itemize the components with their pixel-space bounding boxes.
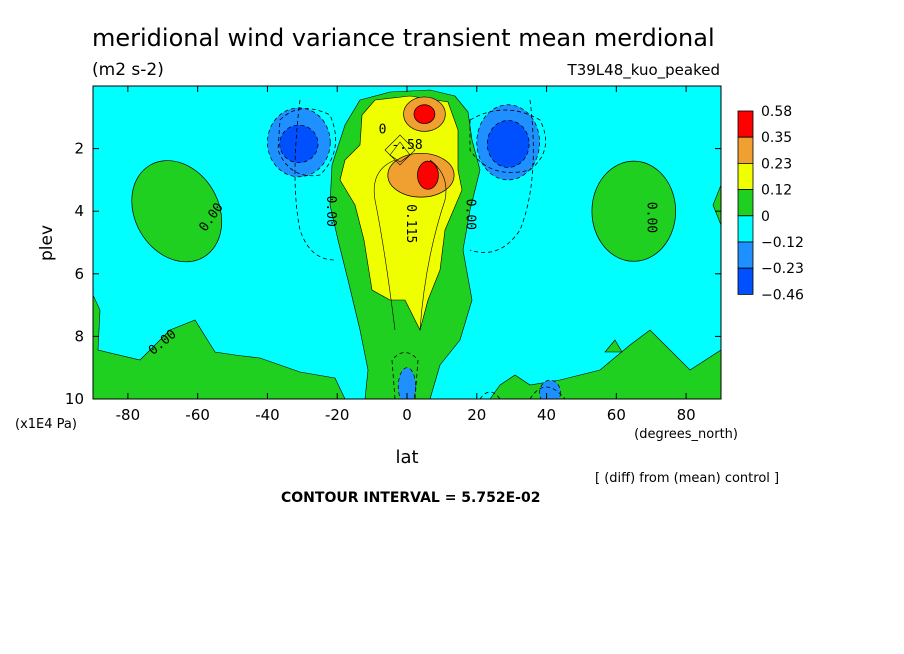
- y-tick-label-2: 6: [74, 265, 84, 283]
- x-axis-units: (degrees_north): [634, 427, 738, 442]
- colorbar-swatch-5: [737, 241, 754, 269]
- contour-feature-0: [131, 160, 223, 263]
- y-axis-units: (x1E4 Pa): [15, 417, 77, 432]
- x-tick-label-2: -40: [255, 406, 280, 424]
- contour-feature-5: [486, 120, 530, 168]
- y-axis-label: plev: [37, 225, 57, 261]
- contour-fill-green-small: [604, 339, 623, 353]
- x-axis: -80 -60 -40 -20 0 20 40 60 80: [116, 86, 696, 424]
- y-tick-label-4: 10: [65, 390, 84, 408]
- colorbar-swatch-1: [737, 136, 754, 164]
- footnote: [ (diff) from (mean) control ]: [595, 471, 779, 486]
- colorbar-swatch-6: [737, 267, 754, 295]
- contour-label-1: 0.00: [323, 196, 338, 227]
- y-tick-label-3: 8: [74, 327, 84, 345]
- run-label: T39L48_kuo_peaked: [567, 61, 720, 80]
- x-axis-label: lat: [395, 447, 418, 468]
- contour-feature-7: [413, 104, 436, 124]
- x-tick-label-5: 20: [467, 406, 486, 424]
- contour-fill-green-right-edge: [712, 184, 721, 226]
- colorbar-swatch-2: [737, 162, 754, 190]
- contour-label-7: 0: [379, 122, 387, 137]
- contour-label-2: 0.115: [403, 204, 418, 243]
- contour-label-4: 0.00: [644, 202, 659, 233]
- contour-feature-10: [397, 367, 417, 399]
- colorbar-label-3: 0.12: [761, 183, 792, 199]
- x-tick-label-7: 60: [607, 406, 626, 424]
- x-tick-label-1: -60: [185, 406, 210, 424]
- contour-feature-11: [539, 379, 561, 399]
- negative-contours: [277, 99, 566, 399]
- colorbar-swatch-0: [737, 110, 754, 138]
- x-tick-label-4: 0: [402, 406, 412, 424]
- contour-interval: CONTOUR INTERVAL = 5.752E-02: [281, 490, 540, 506]
- colorbar-label-2: 0.23: [761, 156, 792, 172]
- contour-features: [131, 96, 676, 399]
- chart-title: meridional wind variance transient mean …: [92, 24, 715, 52]
- plot-area: 0.00 0.00 0.115 0.00 0.000.00-.580: [93, 86, 721, 399]
- x-tick-label-0: -80: [116, 406, 141, 424]
- colorbar-swatch-3: [737, 189, 754, 217]
- colorbar-label-1: 0.35: [761, 130, 792, 146]
- contour-feature-3: [279, 124, 319, 164]
- colorbar-swatch-4: [737, 215, 754, 243]
- contour-feature-1: [591, 160, 676, 262]
- y-axis: 2 4 6 8 10: [65, 140, 721, 408]
- colorbar-label-6: −0.23: [761, 261, 804, 277]
- chart-units: (m2 s-2): [92, 60, 164, 80]
- x-tick-label-6: 40: [537, 406, 556, 424]
- colorbar-label-0: 0.58: [761, 104, 792, 120]
- colorbar: 0.58 0.35 0.23 0.12 0 −0.12 −0.23 −0.46: [737, 104, 804, 303]
- y-tick-label-1: 4: [74, 202, 84, 220]
- contour-fill-green-se: [489, 329, 721, 399]
- y-tick-label-0: 2: [74, 140, 84, 158]
- x-tick-label-3: -20: [325, 406, 350, 424]
- positive-contours: [373, 134, 447, 331]
- contour-label-6: -.58: [391, 138, 422, 153]
- contour-fill-green-sw: [93, 294, 346, 399]
- colorbar-label-4: 0: [761, 209, 770, 225]
- contour-label-3: 0.00: [462, 199, 477, 230]
- contour-feature-9: [417, 160, 439, 190]
- colorbar-label-7: −0.46: [761, 287, 804, 303]
- x-tick-label-8: 80: [677, 406, 696, 424]
- colorbar-label-5: −0.12: [761, 235, 804, 251]
